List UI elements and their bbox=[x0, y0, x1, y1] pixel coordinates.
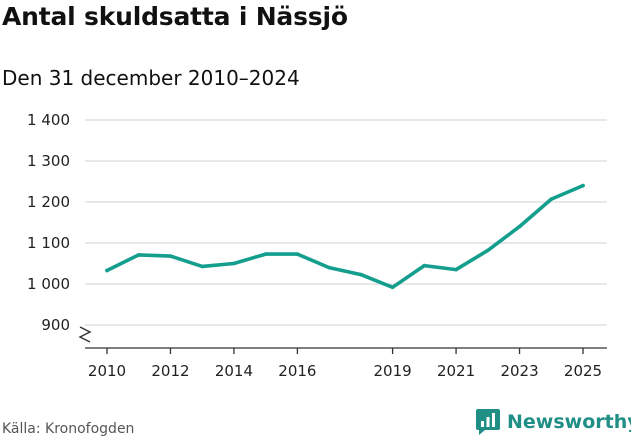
data-point-2014 bbox=[232, 261, 236, 266]
grid-lines bbox=[78, 119, 607, 343]
data-point-2016 bbox=[295, 252, 300, 256]
data-point-2011 bbox=[136, 253, 141, 257]
x-tick-label-2010: 2010 bbox=[88, 362, 126, 380]
data-point-2013 bbox=[200, 264, 204, 269]
data-point-2019 bbox=[390, 285, 395, 290]
chart-subtitle: Den 31 december 2010–2024 bbox=[2, 66, 300, 90]
y-tick-label-1200: 1 200 bbox=[27, 193, 70, 211]
data-point-2023 bbox=[517, 224, 522, 229]
source-note: Källa: Kronofogden bbox=[2, 421, 135, 437]
y-tick-label-1100: 1 100 bbox=[27, 234, 70, 252]
x-tick-label-2023: 2023 bbox=[500, 362, 538, 380]
data-point-2017 bbox=[327, 265, 331, 270]
axis-break-mark bbox=[78, 326, 92, 343]
data-point-2024 bbox=[549, 197, 554, 201]
series-group bbox=[105, 183, 585, 290]
y-tick-label-900: 900 bbox=[41, 316, 70, 334]
data-point-2015 bbox=[263, 252, 268, 256]
data-point-2010 bbox=[105, 268, 109, 273]
x-tick-label-2021: 2021 bbox=[437, 362, 475, 380]
chart-title: Antal skuldsatta i Nässjö bbox=[2, 2, 348, 31]
data-point-2021 bbox=[454, 267, 458, 272]
y-tick-label-1400: 1 400 bbox=[27, 111, 70, 129]
series-line bbox=[105, 183, 585, 290]
x-tick-label-2019: 2019 bbox=[374, 362, 412, 380]
data-point-2020 bbox=[422, 263, 427, 268]
x-tick-label-2014: 2014 bbox=[215, 362, 253, 380]
x-tick-labels: 2010 2012 2014 2016 2019 2021 2023 2025 bbox=[88, 362, 602, 380]
data-point-2012 bbox=[168, 254, 173, 258]
y-tick-label-1300: 1 300 bbox=[27, 152, 70, 170]
x-tick-label-2025: 2025 bbox=[564, 362, 602, 380]
brand-name: Newsworthy bbox=[507, 411, 631, 433]
x-axis bbox=[85, 347, 607, 354]
data-point-2025 bbox=[581, 183, 585, 188]
y-tick-labels: 900 1 000 1 100 1 200 1 300 1 400 bbox=[27, 111, 70, 334]
brand-logo: Newsworthy bbox=[476, 409, 631, 435]
y-tick-label-1000: 1 000 bbox=[27, 275, 70, 293]
newsworthy-logo-icon bbox=[476, 409, 500, 435]
x-tick-label-2016: 2016 bbox=[278, 362, 316, 380]
x-tick-label-2012: 2012 bbox=[151, 362, 189, 380]
data-point-2022 bbox=[486, 248, 490, 253]
data-point-2018 bbox=[359, 272, 363, 277]
